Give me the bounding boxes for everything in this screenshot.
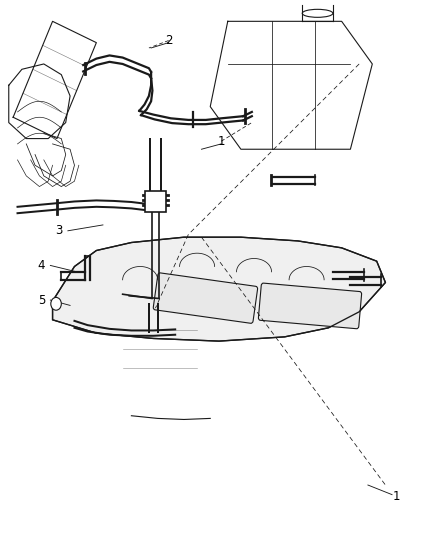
Text: 5: 5 bbox=[38, 294, 45, 306]
Text: 1: 1 bbox=[217, 135, 225, 148]
Text: 2: 2 bbox=[165, 34, 173, 47]
Bar bbox=[145, 191, 166, 212]
Text: 4: 4 bbox=[38, 259, 46, 272]
Text: 3: 3 bbox=[56, 224, 63, 237]
FancyBboxPatch shape bbox=[258, 283, 362, 329]
Text: 1: 1 bbox=[392, 490, 400, 503]
Ellipse shape bbox=[302, 10, 333, 17]
Polygon shape bbox=[53, 237, 385, 341]
FancyBboxPatch shape bbox=[153, 273, 258, 324]
Circle shape bbox=[51, 297, 61, 310]
